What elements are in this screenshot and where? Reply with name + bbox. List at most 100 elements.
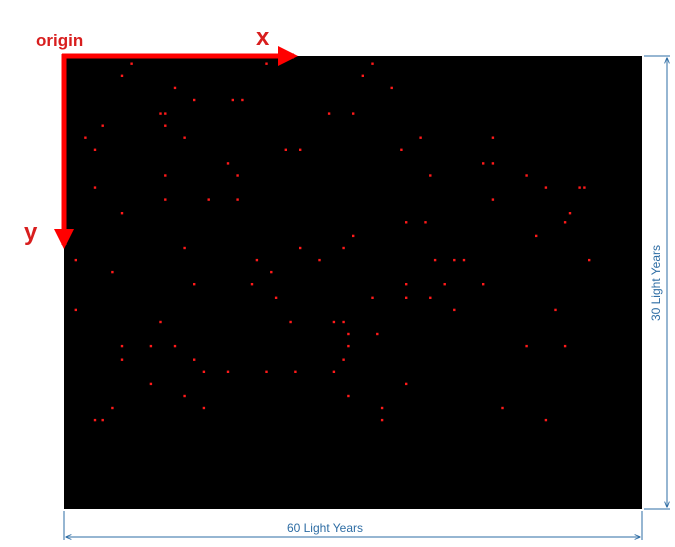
star-point xyxy=(164,198,167,201)
star-point xyxy=(342,358,345,361)
star-point xyxy=(544,186,548,189)
star-point xyxy=(453,308,456,312)
star-point xyxy=(164,124,167,127)
star-point xyxy=(371,62,374,65)
star-point xyxy=(380,406,384,410)
star-point xyxy=(226,162,230,165)
star-point xyxy=(443,283,446,286)
star-point xyxy=(429,174,432,177)
star-point xyxy=(183,246,186,250)
star-point xyxy=(405,296,408,299)
star-point xyxy=(563,221,567,224)
star-point xyxy=(159,112,162,115)
star-point xyxy=(525,344,528,348)
star-point xyxy=(361,74,364,77)
star-point xyxy=(202,406,206,410)
star-point xyxy=(236,174,239,177)
star-point xyxy=(149,382,153,386)
star-point xyxy=(173,86,177,90)
star-point xyxy=(347,394,350,398)
star-point xyxy=(193,358,196,361)
star-point xyxy=(202,370,206,373)
star-point xyxy=(236,198,239,201)
star-point xyxy=(101,124,104,127)
star-point xyxy=(347,332,350,336)
star-point xyxy=(183,136,186,139)
star-point xyxy=(327,112,331,115)
star-point xyxy=(294,370,297,373)
star-point xyxy=(265,370,268,373)
star-point xyxy=(193,98,196,102)
star-point xyxy=(183,394,186,398)
stars-layer xyxy=(74,62,591,422)
star-point xyxy=(299,246,302,250)
star-point xyxy=(588,258,591,262)
height-label: 30 Light Years xyxy=(649,245,663,321)
star-point xyxy=(255,258,259,262)
star-point xyxy=(544,418,548,422)
star-point xyxy=(274,296,278,299)
star-point xyxy=(265,62,268,65)
star-point xyxy=(130,62,133,65)
star-point xyxy=(390,86,393,90)
star-point xyxy=(250,283,254,286)
star-point xyxy=(299,148,302,151)
star-point xyxy=(289,320,292,324)
star-point xyxy=(583,186,586,189)
star-point xyxy=(400,148,403,151)
star-point xyxy=(342,246,345,250)
star-point xyxy=(101,418,104,422)
star-point xyxy=(120,344,124,348)
y-axis-label: y xyxy=(24,219,38,246)
star-point xyxy=(352,234,355,238)
star-point xyxy=(433,258,437,262)
star-point xyxy=(120,212,124,215)
star-point xyxy=(164,112,167,115)
star-point xyxy=(270,270,273,274)
star-point xyxy=(164,174,167,177)
star-point xyxy=(491,198,495,201)
star-point xyxy=(462,258,466,262)
star-point xyxy=(207,198,210,201)
star-point xyxy=(352,112,355,115)
star-point xyxy=(525,174,528,177)
star-point xyxy=(405,283,408,286)
star-point xyxy=(332,370,336,373)
star-point xyxy=(111,406,114,410)
star-point xyxy=(419,136,422,139)
star-point xyxy=(482,283,485,286)
star-point xyxy=(193,283,196,286)
star-point xyxy=(501,406,504,410)
star-point xyxy=(405,382,408,386)
star-point xyxy=(149,344,153,348)
star-point xyxy=(74,308,77,312)
star-point xyxy=(111,270,114,274)
star-point xyxy=(173,344,177,348)
star-point xyxy=(380,418,384,422)
star-point xyxy=(491,162,495,165)
origin-label: origin xyxy=(36,31,83,50)
star-point xyxy=(318,258,321,262)
star-point xyxy=(429,296,432,299)
star-point xyxy=(93,418,97,422)
star-point xyxy=(491,136,495,139)
star-point xyxy=(120,358,124,361)
star-point xyxy=(535,234,538,238)
star-point xyxy=(74,258,77,262)
star-point xyxy=(93,186,97,189)
x-axis-label: x xyxy=(256,24,270,51)
width-label: 60 Light Years xyxy=(287,521,363,535)
star-point xyxy=(405,221,408,224)
star-point xyxy=(342,320,345,324)
star-point xyxy=(554,308,557,312)
star-point xyxy=(482,162,485,165)
star-point xyxy=(159,320,162,324)
star-point xyxy=(563,344,567,348)
star-point xyxy=(376,332,379,336)
star-field xyxy=(64,56,642,509)
star-point xyxy=(347,344,350,348)
star-point xyxy=(231,98,234,102)
star-point xyxy=(84,136,87,139)
star-point xyxy=(424,221,427,224)
